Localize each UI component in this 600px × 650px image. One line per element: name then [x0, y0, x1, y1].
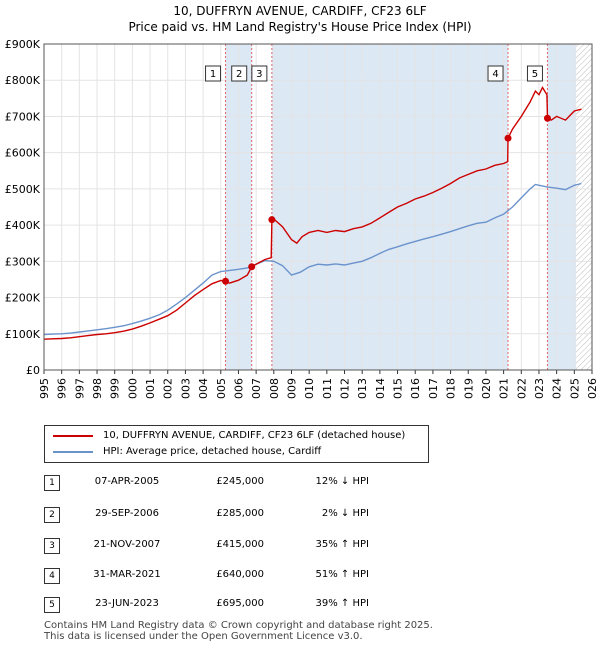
transaction-date: 07-APR-2005 — [94, 476, 160, 487]
x-tick-label: 2011 — [321, 378, 334, 400]
y-tick-label: £500K — [5, 183, 41, 196]
transaction-hpi-diff: 2% ↓ HPI — [321, 508, 369, 519]
transaction-hpi-diff: 51% ↑ HPI — [315, 569, 369, 580]
transaction-number: 4 — [44, 568, 60, 584]
transaction-row: 4 31-MAR-2021 £640,000 51% ↑ HPI — [44, 568, 464, 584]
x-tick-label: 1999 — [109, 378, 122, 400]
transaction-date: 31-MAR-2021 — [93, 569, 161, 580]
transaction-hpi-diff: 39% ↑ HPI — [315, 598, 369, 609]
x-tick-label: 2010 — [303, 378, 316, 400]
x-tick-label: 2022 — [515, 378, 528, 400]
transaction-hpi-diff: 35% ↑ HPI — [315, 539, 369, 550]
x-tick-label: 2024 — [551, 378, 564, 400]
footer-license: This data is licensed under the Open Gov… — [44, 631, 363, 642]
x-tick-label: 2000 — [126, 378, 139, 400]
x-tick-label: 2026 — [586, 378, 599, 400]
sale-label: 3 — [256, 69, 262, 80]
x-tick-label: 1995 — [38, 378, 51, 400]
x-tick-label: 2016 — [409, 378, 422, 400]
sale-point — [248, 263, 256, 271]
transaction-price: £640,000 — [216, 569, 264, 580]
transaction-number: 1 — [44, 475, 60, 491]
transaction-number: 3 — [44, 538, 60, 554]
transaction-number: 5 — [44, 597, 60, 613]
sale-span-shade — [547, 44, 577, 370]
x-tick-label: 2002 — [162, 378, 175, 400]
price-chart: £0 £100K £200K £300K £400K £500K £600K £700K £80… — [5, 38, 599, 400]
legend-label-property: 10, DUFFRYN AVENUE, CARDIFF, CF23 6LF (d… — [103, 430, 406, 441]
forecast-hatch — [576, 44, 592, 370]
x-tick-label: 1997 — [73, 378, 86, 400]
legend-swatch-property — [53, 435, 93, 437]
series-line-hpi — [43, 182, 582, 336]
x-tick-label: 2004 — [197, 378, 210, 400]
sale-label: 4 — [492, 69, 498, 80]
legend: 10, DUFFRYN AVENUE, CARDIFF, CF23 6LF (d… — [44, 425, 429, 463]
sale-label: 5 — [532, 69, 538, 80]
x-tick-label: 2009 — [285, 378, 298, 400]
transaction-row: 3 21-NOV-2007 £415,000 35% ↑ HPI — [44, 538, 464, 554]
y-tick-label: £900K — [5, 38, 41, 51]
x-tick-label: 2007 — [250, 378, 263, 400]
y-tick-label: £400K — [5, 219, 41, 232]
y-tick-label: £100K — [5, 328, 41, 341]
sale-label-box — [487, 65, 504, 82]
sale-point — [543, 114, 551, 122]
x-tick-label: 2025 — [568, 378, 581, 400]
y-tick-label: £200K — [5, 292, 41, 305]
legend-label-hpi: HPI: Average price, detached house, Card… — [103, 446, 322, 457]
x-tick-label: 2006 — [232, 378, 245, 400]
x-tick-label: 2023 — [533, 378, 546, 400]
chart-title: 10, DUFFRYN AVENUE, CARDIFF, CF23 6LF — [173, 4, 427, 18]
sale-label-box — [526, 65, 543, 82]
transaction-row: 5 23-JUN-2023 £695,000 39% ↑ HPI — [44, 597, 464, 613]
chart-subtitle: Price paid vs. HM Land Registry's House … — [128, 20, 472, 34]
transaction-date: 29-SEP-2006 — [95, 508, 159, 519]
sale-point — [222, 277, 230, 285]
x-tick-label: 2014 — [374, 378, 387, 400]
x-tick-label: 2013 — [356, 378, 369, 400]
transaction-date: 21-NOV-2007 — [93, 539, 161, 550]
transaction-row: 1 07-APR-2005 £245,000 12% ↓ HPI — [44, 475, 464, 491]
x-tick-label: 1996 — [56, 378, 69, 400]
y-tick-label: £700K — [5, 110, 41, 123]
x-tick-label: 2008 — [268, 378, 281, 400]
x-tick-label: 2015 — [392, 378, 405, 400]
transaction-price: £245,000 — [216, 476, 264, 487]
x-tick-label: 2020 — [480, 378, 493, 400]
x-tick-label: 2001 — [144, 378, 157, 400]
sale-label-box — [251, 65, 268, 82]
y-tick-label: £600K — [5, 147, 41, 160]
y-tick-label: £0 — [26, 364, 40, 377]
transaction-hpi-diff: 12% ↓ HPI — [315, 476, 369, 487]
transaction-price: £695,000 — [216, 598, 264, 609]
plot-border — [43, 43, 593, 371]
sale-label-box — [205, 65, 222, 82]
sale-span-shade — [271, 44, 509, 370]
sale-point — [504, 134, 512, 142]
transaction-date: 23-JUN-2023 — [95, 598, 159, 609]
transaction-number: 2 — [44, 507, 60, 523]
sale-point — [268, 216, 276, 224]
transaction-price: £415,000 — [216, 539, 264, 550]
x-tick-label: 2017 — [427, 378, 440, 400]
x-tick-label: 1998 — [91, 378, 104, 400]
series-line-property — [43, 86, 582, 340]
x-tick-label: 2005 — [215, 378, 228, 400]
footer-copyright: Contains HM Land Registry data © Crown c… — [44, 620, 433, 631]
legend-swatch-hpi — [53, 451, 93, 453]
y-tick-label: £300K — [5, 255, 41, 268]
x-tick-label: 2003 — [179, 378, 192, 400]
sale-label: 1 — [210, 69, 216, 80]
x-tick-label: 2019 — [462, 378, 475, 400]
sale-label-box — [231, 65, 248, 82]
x-tick-label: 2012 — [339, 378, 352, 400]
transaction-price: £285,000 — [216, 508, 264, 519]
x-tick-label: 2018 — [445, 378, 458, 400]
transaction-row: 2 29-SEP-2006 £285,000 2% ↓ HPI — [44, 507, 464, 523]
x-tick-label: 2021 — [498, 378, 511, 400]
sale-label: 2 — [236, 69, 242, 80]
y-tick-label: £800K — [5, 74, 41, 87]
